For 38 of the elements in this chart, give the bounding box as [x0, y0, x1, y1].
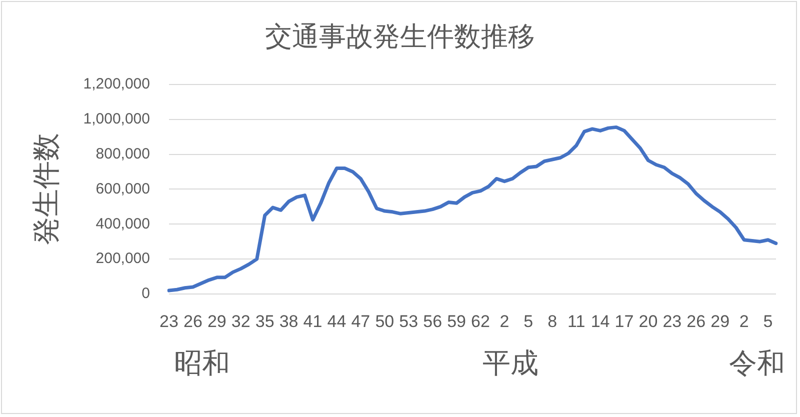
x-tick-label: 32 — [231, 312, 250, 331]
y-tick-label: 1,000,000 — [83, 110, 150, 128]
x-tick-label: 29 — [207, 312, 226, 331]
y-tick-label: 200,000 — [96, 250, 150, 268]
x-tick-label: 26 — [184, 312, 202, 331]
chart-title: 交通事故発生件数推移 — [265, 22, 535, 52]
text: 令和 — [729, 348, 786, 379]
x-tick-label: 50 — [375, 312, 394, 331]
y-tick-label: 800,000 — [96, 145, 150, 162]
x-tick-label: 56 — [423, 312, 442, 331]
x-tick-label: 2 — [500, 312, 510, 331]
x-tick-label: 41 — [303, 312, 322, 331]
y-tick-label: 0 — [142, 285, 150, 302]
x-tick-label: 62 — [471, 312, 490, 331]
x-tick-label: 23 — [662, 312, 682, 331]
x-tick-label: 5 — [763, 312, 773, 331]
x-tick-label: 8 — [548, 312, 558, 331]
x-tick-label: 11 — [568, 312, 586, 331]
y-tick-label: 600,000 — [96, 180, 150, 198]
x-tick-label: 17 — [614, 312, 634, 331]
y-tick-label: 400,000 — [96, 215, 150, 232]
y-tick-label: 1,200,000 — [83, 76, 150, 93]
x-tick-label: 2 — [739, 312, 749, 331]
x-tick-label: 53 — [399, 312, 418, 331]
text: 昭和 — [174, 348, 230, 379]
x-tick-label: 29 — [710, 312, 730, 331]
x-tick-label: 14 — [590, 312, 610, 331]
x-tick-label: 38 — [279, 312, 298, 331]
x-tick-label: 59 — [447, 312, 466, 331]
x-tick-label: 35 — [255, 312, 274, 331]
x-tick-label: 47 — [351, 312, 370, 331]
y-axis-title: 発生件数 — [30, 133, 62, 246]
x-tick-label: 23 — [160, 312, 178, 331]
text: 平成 — [482, 348, 539, 379]
x-tick-label: 44 — [327, 312, 346, 331]
x-tick-label: 26 — [686, 312, 706, 331]
x-tick-label: 5 — [524, 312, 534, 331]
x-tick-label: 20 — [638, 312, 658, 331]
